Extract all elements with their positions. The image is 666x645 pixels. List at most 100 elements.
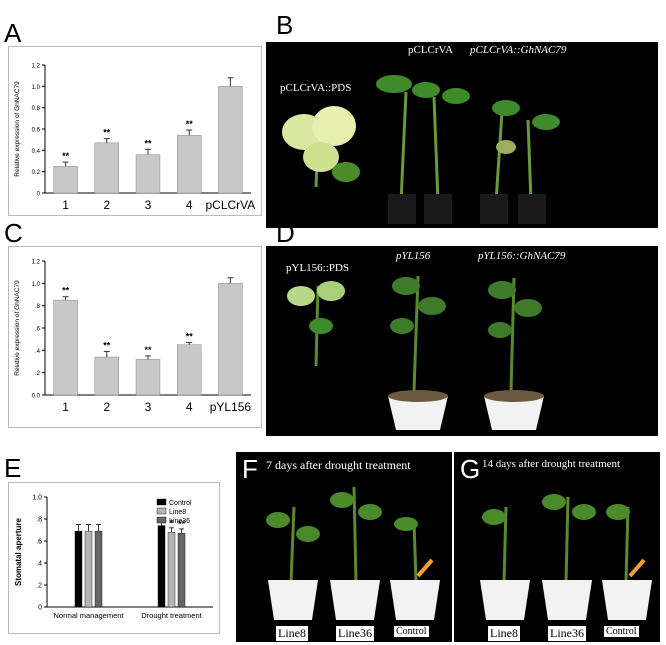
y-tick-label-a: 1.0: [32, 85, 41, 91]
bar-e-control: [74, 530, 83, 608]
fg-divider: [452, 460, 454, 636]
bar-e-line36: [94, 530, 103, 608]
y-tick-label-c: 1.0: [32, 282, 41, 288]
category-label-e: Normal management: [53, 611, 124, 620]
legend-swatch-e: [156, 498, 167, 506]
panel-letter-a: A: [4, 18, 22, 48]
bar-c: [177, 344, 202, 396]
chart-e-frame: 0 .2 .4 .6 .8 1.0 Stomatal aperture Normal mana…: [8, 482, 220, 634]
y-tick-label-a: 0: [37, 192, 41, 198]
category-label-e: Drought treatment: [141, 611, 202, 620]
bar-e-line36: [177, 533, 186, 608]
label-pclcrva-ghnac79: pCLCrVA::GhNAC79: [470, 44, 567, 56]
label-pyl156: pYL156: [396, 250, 431, 262]
label-pclcrva: pCLCrVA: [408, 44, 454, 56]
label-pyl156-ghnac79: pYL156::GhNAC79: [478, 250, 566, 262]
chart-c: 0.0 .2 .4 .6 .8 1.0 1.2 Relative expression of …: [14, 260, 252, 415]
panel-letter-b: B: [276, 10, 294, 40]
y-tick-label-c: .6: [35, 327, 41, 333]
chart-a: 0 0.2 0.4 0.6 0.8 1.0 1.2 Relative expression o…: [14, 64, 256, 213]
significance-label-e: **: [178, 519, 186, 529]
category-label-a: 2: [103, 198, 110, 212]
photo-g-label-control: Control: [604, 626, 639, 637]
significance-label-c: **: [144, 345, 152, 355]
photo-f-plants: [266, 486, 440, 620]
legend-swatch-e: [156, 507, 167, 515]
legend-label-e: Line8: [169, 509, 186, 516]
chart-a-frame: 0 0.2 0.4 0.6 0.8 1.0 1.2 Relative expression o…: [8, 46, 262, 216]
bar-a: [53, 166, 78, 194]
bar-e-line8: [167, 532, 176, 608]
photo-b: pCLCrVA::PDS pCLCrVA pCLCrVA::GhNAC79: [266, 42, 658, 228]
bar-c: [135, 359, 161, 396]
photo-g-label-line36: Line36: [548, 626, 586, 641]
chart-c-frame: 0.0 .2 .4 .6 .8 1.0 1.2 Relative expression of …: [8, 246, 262, 428]
significance-label-c: **: [103, 340, 111, 350]
panel-letter-f: F: [242, 454, 258, 484]
bar-a: [177, 135, 202, 194]
photo-f: F 7 days after drought treatment Line8 L…: [236, 452, 452, 642]
y-tick-label-c: .8: [35, 304, 41, 310]
significance-label-a: **: [62, 151, 70, 161]
panel-letter-c: C: [4, 218, 23, 248]
legend-label-e: Control: [169, 500, 192, 507]
y-tick-label-e: 0: [38, 605, 42, 612]
legend-label-e: Line36: [169, 518, 190, 525]
y-tick-label-c: .4: [35, 349, 41, 355]
y-tick-label-c: .2: [35, 371, 41, 377]
significance-label-c: **: [62, 286, 70, 296]
photo-f-label-control: Control: [394, 626, 429, 637]
category-label-c: pYL156: [210, 400, 252, 414]
photo-b-plants: [282, 75, 560, 224]
bar-e-line8: [84, 530, 93, 608]
y-tick-label-a: 0.4: [32, 149, 41, 155]
y-tick-label-e: .8: [36, 517, 42, 524]
panel-letter-g: G: [460, 454, 481, 484]
category-label-c: 1: [62, 400, 69, 414]
category-label-a: 3: [145, 198, 152, 212]
photo-g-label-line8: Line8: [488, 626, 520, 641]
category-label-c: 2: [103, 400, 110, 414]
label-pclcrva-pds: pCLCrVA::PDS: [280, 82, 352, 94]
y-axis-label-e: Stomatal aperture: [14, 517, 23, 586]
chart-e: 0 .2 .4 .6 .8 1.0 Stomatal aperture Normal mana…: [14, 495, 213, 620]
y-tick-label-e: .2: [36, 583, 42, 590]
y-tick-label-c: 1.2: [32, 260, 41, 266]
photo-d: pYL156::PDS pYL156 pYL156::GhNAC79: [266, 246, 658, 436]
y-tick-label-a: 0.2: [32, 170, 41, 176]
photo-g-title: 14 days after drought treatment: [482, 458, 621, 470]
y-tick-label-e: .6: [36, 539, 42, 546]
photo-d-plants: [287, 275, 544, 430]
y-tick-label-a: 0.8: [32, 106, 41, 112]
category-label-a: pCLCrVA: [206, 198, 256, 212]
category-label-c: 4: [186, 400, 193, 414]
y-tick-label-c: 0.0: [32, 394, 41, 400]
bar-a: [218, 86, 243, 194]
label-pyl156-pds: pYL156::PDS: [286, 262, 349, 274]
significance-label-a: **: [103, 128, 111, 138]
bar-a: [94, 142, 119, 194]
legend-swatch-e: [156, 516, 167, 524]
y-tick-label-a: 1.2: [32, 64, 41, 70]
y-tick-label-e: .4: [36, 561, 42, 568]
y-tick-label-a: 0.6: [32, 128, 41, 134]
category-label-a: 1: [62, 198, 69, 212]
significance-label-c: **: [186, 332, 194, 342]
y-axis-label-c: Relative expression of GhNAC79: [14, 280, 21, 376]
bar-a: [135, 154, 161, 194]
y-tick-label-e: 1.0: [32, 495, 42, 502]
photo-g: G 14 days after drought treatment Line8 …: [454, 452, 660, 642]
category-label-a: 4: [186, 198, 193, 212]
significance-label-a: **: [144, 138, 152, 148]
photo-f-label-line8: Line8: [276, 626, 308, 641]
photo-g-plants: [480, 494, 652, 620]
significance-label-a: **: [186, 119, 194, 129]
bar-c: [218, 283, 243, 396]
bar-c: [53, 299, 78, 396]
photo-f-label-line36: Line36: [336, 626, 374, 641]
significance-label-e: *: [170, 518, 174, 528]
bar-c: [94, 356, 119, 396]
bar-e-control: [157, 525, 166, 608]
panel-letter-e: E: [4, 453, 22, 483]
y-axis-label-a: Relative expression of GhNAC79: [14, 81, 21, 177]
